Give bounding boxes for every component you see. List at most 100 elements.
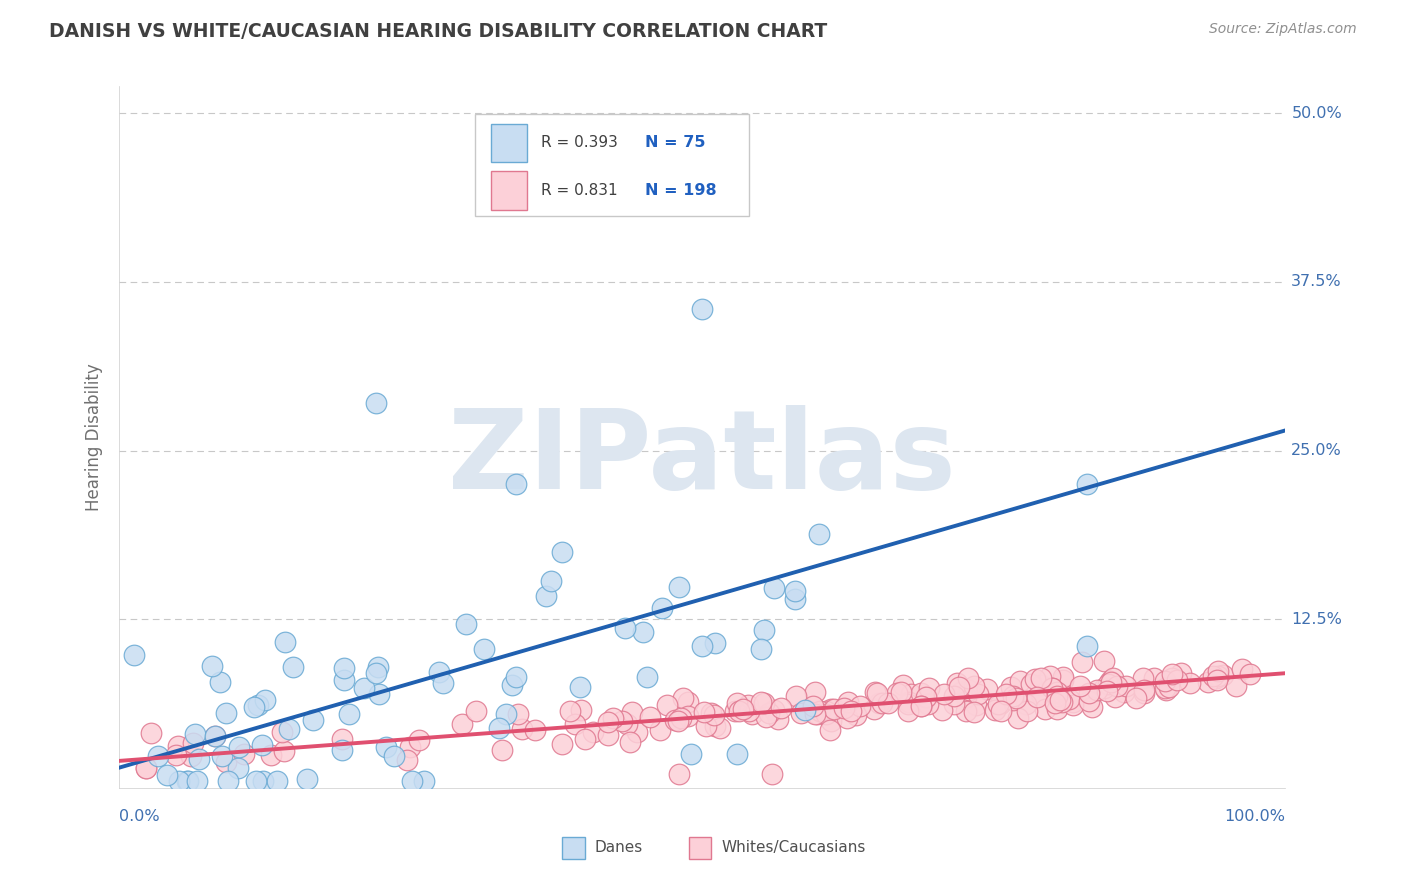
Point: [1029, 671, 1052, 685]
Point: [835, 710, 858, 724]
Point: [401, 774, 423, 789]
Point: [790, 706, 813, 720]
Point: [1180, 676, 1202, 690]
Point: [950, 685, 973, 699]
Point: [948, 680, 970, 694]
Text: ZIPatlas: ZIPatlas: [449, 405, 956, 512]
Text: N = 75: N = 75: [645, 136, 706, 151]
Point: [569, 703, 592, 717]
Point: [709, 721, 731, 735]
Point: [737, 698, 759, 713]
Point: [598, 715, 620, 730]
Point: [330, 732, 353, 747]
Point: [183, 727, 205, 741]
Point: [679, 747, 702, 761]
Point: [1049, 693, 1071, 707]
Point: [891, 678, 914, 692]
Point: [1062, 698, 1084, 713]
Point: [1206, 665, 1229, 679]
Point: [955, 704, 977, 718]
Point: [1104, 690, 1126, 704]
Point: [1007, 711, 1029, 725]
Point: [763, 703, 786, 717]
Point: [692, 639, 714, 653]
Point: [1098, 673, 1121, 688]
Point: [699, 706, 721, 720]
Point: [1052, 669, 1074, 683]
Point: [749, 694, 772, 708]
Point: [1076, 477, 1098, 491]
Point: [966, 687, 988, 701]
Point: [364, 396, 387, 410]
Point: [252, 774, 274, 789]
Point: [1029, 678, 1052, 692]
Point: [868, 696, 890, 710]
Point: [382, 749, 405, 764]
Point: [1002, 692, 1025, 706]
Point: [1154, 683, 1177, 698]
Point: [432, 675, 454, 690]
Point: [1046, 689, 1069, 703]
Point: [976, 681, 998, 696]
Point: [616, 716, 638, 731]
Point: [167, 739, 190, 754]
Point: [337, 706, 360, 721]
Point: [564, 717, 586, 731]
Point: [1095, 684, 1118, 698]
Point: [763, 582, 786, 596]
Point: [1008, 673, 1031, 688]
Point: [1077, 686, 1099, 700]
Point: [918, 681, 941, 695]
Point: [1024, 673, 1046, 687]
Point: [914, 690, 936, 705]
Point: [957, 683, 980, 698]
Point: [804, 684, 827, 698]
Point: [1112, 685, 1135, 699]
Point: [1052, 673, 1074, 687]
Point: [135, 760, 157, 774]
Point: [211, 748, 233, 763]
Point: [540, 187, 562, 202]
Point: [295, 772, 318, 786]
Point: [769, 700, 792, 714]
Point: [987, 697, 1010, 711]
Point: [638, 710, 661, 724]
Point: [703, 719, 725, 733]
Point: [766, 712, 789, 726]
Point: [1154, 681, 1177, 695]
Point: [1069, 680, 1091, 694]
Point: [668, 767, 690, 781]
Point: [963, 706, 986, 720]
Text: 0.0%: 0.0%: [120, 809, 160, 824]
Point: [692, 705, 714, 719]
Point: [755, 709, 778, 723]
Point: [808, 704, 831, 718]
Point: [243, 700, 266, 714]
Point: [620, 705, 643, 719]
Point: [148, 749, 170, 764]
Point: [501, 678, 523, 692]
Point: [666, 714, 689, 728]
Point: [801, 699, 824, 714]
Point: [122, 648, 145, 662]
Point: [156, 768, 179, 782]
Point: [491, 743, 513, 757]
Point: [785, 689, 807, 703]
Point: [741, 706, 763, 721]
Text: 25.0%: 25.0%: [1291, 443, 1343, 458]
Point: [1125, 691, 1147, 706]
Point: [815, 706, 838, 721]
Point: [1206, 669, 1229, 683]
Point: [613, 621, 636, 635]
Point: [672, 690, 695, 705]
Point: [375, 740, 398, 755]
Point: [664, 714, 686, 728]
Point: [931, 703, 953, 717]
Point: [636, 670, 658, 684]
Point: [984, 703, 1007, 717]
Point: [1132, 671, 1154, 685]
Point: [568, 680, 591, 694]
Point: [180, 749, 202, 764]
Point: [395, 754, 418, 768]
Point: [820, 714, 842, 728]
